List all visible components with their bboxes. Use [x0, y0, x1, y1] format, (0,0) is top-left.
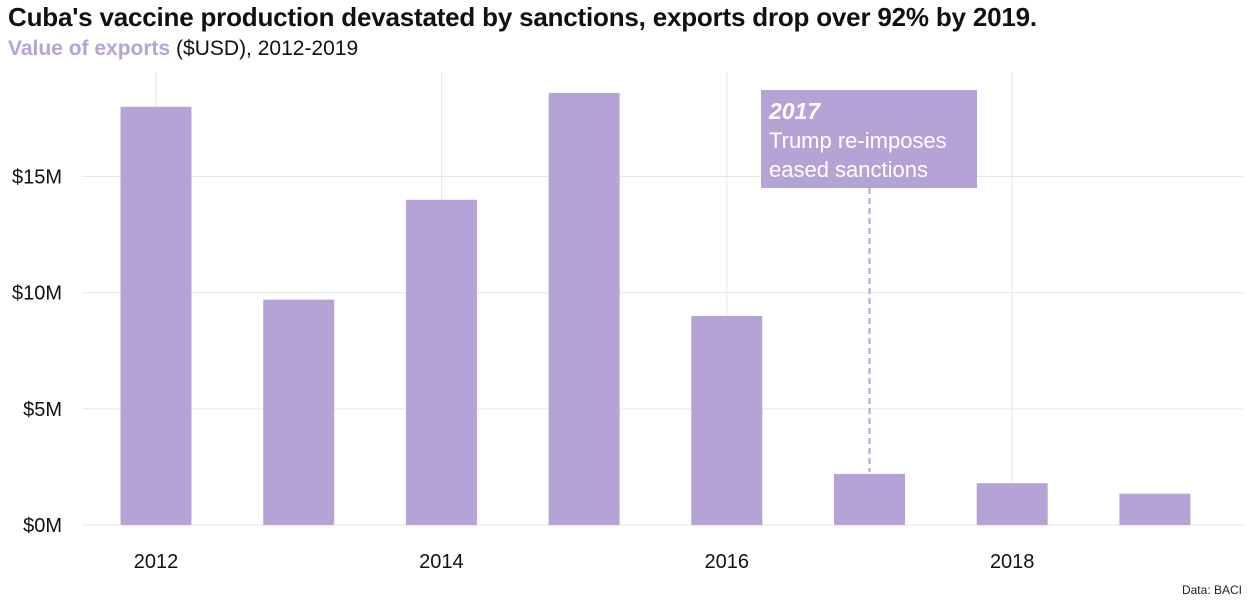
data-source: Data: BACI — [1181, 583, 1242, 597]
chart-subtitle: Value of exports ($USD), 2012-2019 — [8, 37, 358, 61]
chart-title: Cuba's vaccine production devastated by … — [8, 2, 1037, 32]
grid-layer — [82, 72, 1243, 526]
bar-2017 — [834, 473, 905, 525]
y-tick-label: $15M — [12, 167, 62, 189]
x-tick-label: 2018 — [990, 551, 1035, 573]
bar-2013 — [263, 299, 335, 525]
axis-layer: $0M $5M $10M $15M 2012 2014 2016 2018 — [12, 167, 1034, 573]
x-tick-label: 2014 — [419, 551, 464, 573]
annotation-box — [761, 90, 977, 188]
bar-2015 — [548, 92, 620, 526]
bar-layer — [120, 92, 1191, 526]
bar-2016 — [691, 315, 763, 525]
x-tick-label: 2016 — [705, 551, 750, 573]
annotation-layer: 2017 Trump re-imposes eased sanctions — [761, 90, 977, 472]
annotation-text-line: Trump re-imposes — [769, 128, 947, 153]
subtitle-rest: ($USD), 2012-2019 — [170, 37, 359, 60]
bar-2018 — [976, 483, 1048, 525]
bar-2019 — [1119, 493, 1191, 525]
annotation-text-line: eased sanctions — [769, 157, 928, 182]
bar-2014 — [405, 199, 477, 525]
y-tick-label: $0M — [23, 515, 62, 537]
y-tick-label: $10M — [12, 283, 62, 305]
bar-2012 — [120, 106, 192, 525]
y-tick-label: $5M — [23, 399, 62, 421]
subtitle-highlight: Value of exports — [8, 37, 171, 60]
annotation-year: 2017 — [768, 98, 821, 124]
x-tick-label: 2012 — [134, 551, 179, 573]
